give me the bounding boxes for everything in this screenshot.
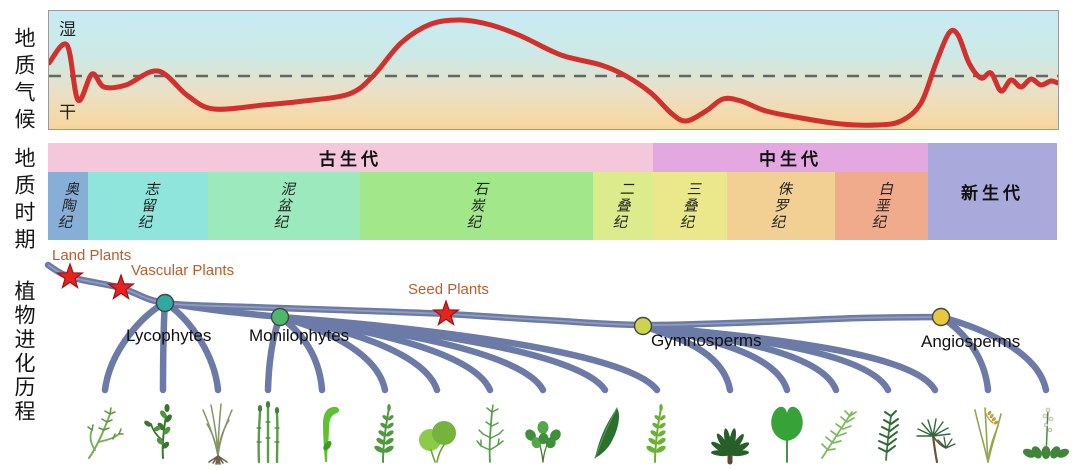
milestone-star-land-plants (55, 262, 85, 289)
milestone-label-land-plants: Land Plants (52, 247, 132, 264)
plant-icon-yew-twig (860, 398, 916, 468)
plant-icon-ginkgo-leaf (759, 398, 815, 468)
era-label: 古生代 (319, 150, 382, 169)
milestone-label-seed-plants: Seed Plants (408, 281, 489, 298)
plant-icon-quillwort-tuft (190, 398, 246, 468)
era-band-古生代: 古生代 (48, 143, 653, 172)
era-band-中生代: 中生代 (653, 143, 928, 172)
clade-node-lycophytes (155, 293, 175, 313)
side-label-geologic-time: 地质时期 (12, 147, 36, 255)
period-band-志留纪: 志留纪 (88, 172, 208, 240)
plant-icon-bright-fern (629, 398, 685, 468)
period-band-三叠纪: 三叠纪 (653, 172, 727, 240)
milestone-star-vascular-plants (106, 273, 136, 300)
plant-icon-pine-needles (907, 398, 963, 468)
era-label: 新生代 (961, 184, 1024, 203)
period-band-奥陶纪: 奥陶纪 (48, 172, 88, 240)
plant-icon-metasequoia-branch (808, 398, 864, 468)
milestone-label-vascular-plants: Vascular Plants (131, 262, 235, 279)
climate-panel: 湿 干 (48, 10, 1059, 130)
plant-icon-flowering-herb (1018, 398, 1074, 468)
plant-icon-round-leaf-fern (409, 398, 465, 468)
phylo-branches (44, 261, 1050, 394)
clade-node-monilophytes (270, 307, 290, 327)
clade-label-gymnosperms: Gymnosperms (651, 331, 762, 350)
period-band-泥盆纪: 泥盆纪 (208, 172, 360, 240)
clade-node-angiosperms (931, 307, 951, 327)
period-band-侏罗纪: 侏罗纪 (727, 172, 835, 240)
clade-node-gymnosperms (633, 316, 653, 336)
clade-label-monilophytes: Monilophytes (249, 326, 350, 345)
milestone-star-seed-plants (431, 299, 461, 326)
wet-label: 湿 (59, 20, 76, 39)
clade-label-lycophytes: Lycophytes (126, 326, 212, 345)
side-label-plant-evolution: 植物进化历程 (12, 280, 36, 424)
plant-icon-fern (357, 398, 413, 468)
plant-icon-leafy-clubmoss (135, 398, 191, 468)
plant-icon-cycad (702, 398, 758, 468)
era-label: 中生代 (759, 150, 822, 169)
plant-icon-horsetail (240, 398, 296, 468)
plant-icon-fern-frond (577, 398, 633, 468)
period-band-二叠纪: 二叠纪 (593, 172, 653, 240)
climate-curve-canvas (49, 17, 1058, 128)
clade-label-angiosperms: Angiosperms (921, 332, 1021, 351)
period-band-石炭纪: 石炭纪 (360, 172, 593, 240)
side-label-geologic-climate: 地质气候 (12, 27, 36, 135)
plant-icon-clubmoss (77, 398, 133, 468)
plant-icon-dissected-fern (462, 398, 518, 468)
plant-icon-rice-plant (960, 398, 1016, 468)
plant-icon-young-shoot (294, 398, 350, 468)
dry-label: 干 (59, 103, 76, 122)
era-band-新生代: 新生代 (928, 143, 1057, 240)
plant-icon-maidenhair-fern (515, 398, 571, 468)
geologic-timeline: 古生代 中生代新生代 奥陶纪 志留纪 泥盆纪 石炭纪 二叠纪 三叠纪 侏罗纪 白垩纪 (48, 143, 1057, 240)
period-band-白垩纪: 白垩纪 (835, 172, 928, 240)
climate-curve (49, 17, 1058, 128)
